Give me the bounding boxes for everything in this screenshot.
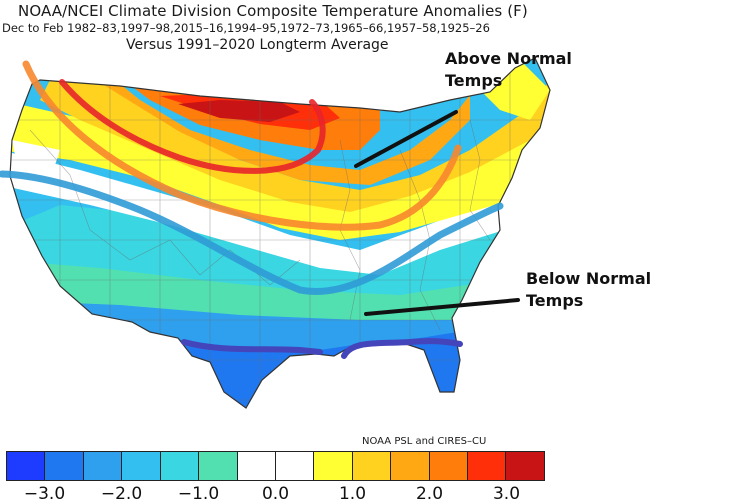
colorbar-swatch xyxy=(506,452,544,480)
colorbar-tick-label: −2.0 xyxy=(100,484,143,504)
colorbar-tick-label: 1.0 xyxy=(338,484,367,504)
below-normal-pointer xyxy=(364,298,520,316)
above-normal-pointer xyxy=(354,110,458,168)
colorbar xyxy=(6,451,545,481)
colorbar-swatch xyxy=(160,452,200,480)
colorbar-swatch xyxy=(352,452,392,480)
us-outline xyxy=(9,57,551,409)
colorbar-swatch xyxy=(237,452,276,480)
colorbar-swatch xyxy=(122,452,161,480)
colorbar-swatch xyxy=(199,452,238,480)
colorbar-swatch xyxy=(83,452,123,480)
colorbar-swatch xyxy=(7,452,46,480)
colorbar-tick-label: 3.0 xyxy=(492,484,521,504)
colorbar-swatch xyxy=(429,452,469,480)
colorbar-tick-label: 0.0 xyxy=(261,484,290,504)
map-subtitle-years: Dec to Feb 1982–83,1997–98,2015–16,1994–… xyxy=(2,21,490,35)
below-normal-label-line1: Below Normal xyxy=(526,269,652,288)
colorbar-swatch xyxy=(45,452,84,480)
colorbar-swatch xyxy=(314,452,353,480)
colorbar-tick-label: 2.0 xyxy=(415,484,444,504)
colorbar-swatch xyxy=(468,452,507,480)
above-normal-label: Above Normal Temps xyxy=(445,48,572,92)
orange-anomaly-line xyxy=(22,60,462,231)
anomaly-field xyxy=(10,58,550,408)
colorbar-tick-label: −3.0 xyxy=(23,484,66,504)
colorbar-swatch xyxy=(391,452,430,480)
above-normal-label-line2: Temps xyxy=(445,71,503,90)
purple-anomaly-line-east xyxy=(341,338,463,359)
blue-anomaly-line xyxy=(0,170,504,295)
colorbar-swatch xyxy=(275,452,315,480)
map-title: NOAA/NCEI Climate Division Composite Tem… xyxy=(18,2,528,20)
data-credit: NOAA PSL and CIRES–CU xyxy=(362,436,487,447)
red-anomaly-line xyxy=(59,79,326,174)
below-normal-label: Below Normal Temps xyxy=(526,268,651,312)
map-subtitle-baseline: Versus 1991–2020 Longterm Average xyxy=(126,37,389,53)
purple-anomaly-line-west xyxy=(181,339,323,355)
below-normal-label-line2: Temps xyxy=(526,291,584,310)
above-normal-label-line1: Above Normal xyxy=(445,49,572,68)
colorbar-tick-label: −1.0 xyxy=(177,484,220,504)
